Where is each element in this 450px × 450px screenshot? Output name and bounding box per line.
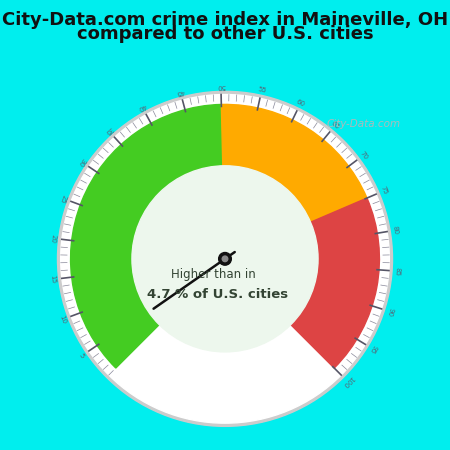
- Circle shape: [58, 91, 392, 426]
- Text: 65: 65: [330, 120, 341, 130]
- Text: Higher than in: Higher than in: [171, 268, 256, 281]
- Text: 30: 30: [76, 157, 87, 167]
- Text: 50: 50: [216, 83, 225, 89]
- Text: 10: 10: [58, 314, 67, 324]
- Wedge shape: [291, 198, 379, 368]
- Text: 70: 70: [359, 150, 369, 161]
- Text: 90: 90: [386, 306, 394, 317]
- Wedge shape: [221, 104, 367, 222]
- Text: 35: 35: [104, 126, 114, 136]
- Text: compared to other U.S. cities: compared to other U.S. cities: [76, 25, 373, 43]
- Circle shape: [222, 256, 228, 261]
- Text: 5: 5: [78, 352, 86, 360]
- Text: 15: 15: [50, 274, 57, 284]
- Text: City-Data.com: City-Data.com: [327, 119, 400, 129]
- Text: 45: 45: [175, 88, 185, 96]
- Text: 75: 75: [380, 185, 389, 196]
- Wedge shape: [71, 104, 223, 368]
- Text: 55: 55: [257, 86, 267, 94]
- Text: City-Data.com crime index in Maineville, OH: City-Data.com crime index in Maineville,…: [2, 11, 448, 29]
- Text: 4.7 % of U.S. cities: 4.7 % of U.S. cities: [147, 288, 288, 301]
- Text: 85: 85: [394, 266, 401, 276]
- Circle shape: [219, 252, 231, 265]
- Text: 25: 25: [58, 193, 67, 203]
- Text: 40: 40: [137, 102, 148, 112]
- Text: 60: 60: [295, 99, 306, 108]
- Circle shape: [132, 166, 318, 352]
- Circle shape: [61, 94, 389, 423]
- Text: 20: 20: [50, 234, 57, 243]
- Text: 95: 95: [368, 343, 378, 354]
- Text: 80: 80: [392, 225, 399, 235]
- Text: 100: 100: [341, 374, 354, 388]
